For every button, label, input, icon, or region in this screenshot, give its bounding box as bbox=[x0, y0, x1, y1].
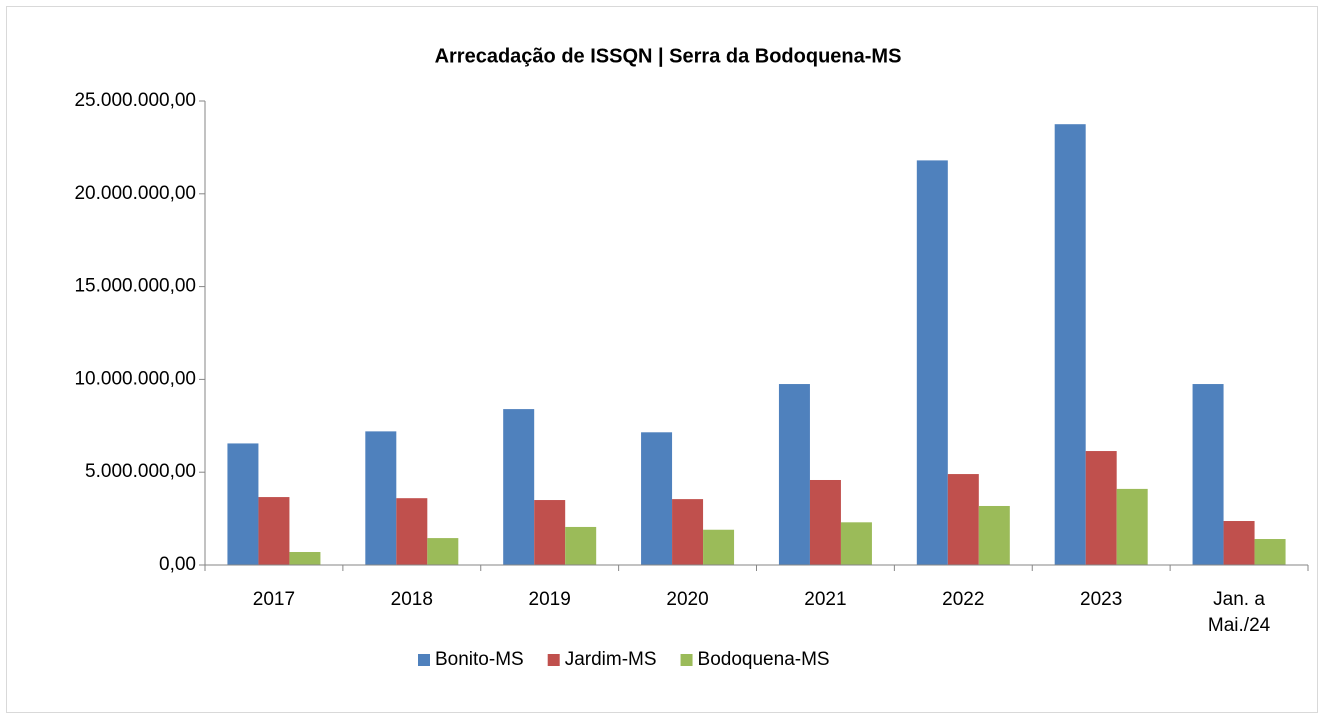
legend-label: Jardim-MS bbox=[565, 649, 657, 670]
chart-title: Arrecadação de ISSQN | Serra da Bodoquen… bbox=[435, 45, 902, 67]
x-tick-label: 2023 bbox=[1080, 589, 1123, 610]
y-tick-label: 25.000.000,00 bbox=[74, 90, 196, 111]
bar bbox=[947, 474, 979, 565]
bar bbox=[227, 443, 259, 565]
x-tick-label: 2017 bbox=[252, 589, 296, 610]
y-tick-label: 10.000.000,00 bbox=[74, 368, 196, 389]
bar bbox=[916, 160, 948, 565]
legend-swatch bbox=[547, 654, 560, 666]
bar bbox=[365, 431, 397, 565]
y-tick-label: 0,00 bbox=[159, 554, 196, 575]
legend-swatch bbox=[418, 654, 430, 666]
legend-label: Bonito-MS bbox=[435, 649, 524, 670]
bar bbox=[1223, 521, 1255, 565]
bar bbox=[289, 552, 321, 565]
x-tick-label: Jan. a Mai./24 bbox=[1207, 589, 1271, 636]
bar bbox=[978, 505, 1010, 565]
bar bbox=[565, 526, 597, 565]
bar bbox=[1054, 124, 1086, 565]
chart-border bbox=[6, 6, 1318, 713]
bar bbox=[778, 384, 810, 565]
bar bbox=[503, 409, 535, 565]
bar bbox=[258, 497, 290, 565]
x-tick-label: 2019 bbox=[528, 589, 571, 610]
bar bbox=[396, 498, 428, 565]
y-tick-label: 15.000.000,00 bbox=[74, 276, 196, 297]
x-tick-label: 2021 bbox=[804, 589, 847, 610]
bar bbox=[1116, 488, 1148, 565]
bar bbox=[1085, 451, 1117, 565]
bar bbox=[809, 479, 841, 565]
bar bbox=[703, 529, 735, 565]
legend-swatch bbox=[680, 654, 693, 666]
bar bbox=[840, 522, 872, 565]
bar bbox=[672, 499, 704, 565]
bar bbox=[427, 538, 459, 565]
y-tick-label: 5.000.000,00 bbox=[85, 461, 196, 482]
bar bbox=[534, 500, 566, 565]
x-tick-label: 2022 bbox=[942, 589, 985, 610]
legend-label: Bodoquena-MS bbox=[698, 649, 830, 670]
bar bbox=[1192, 384, 1224, 565]
bar bbox=[641, 432, 673, 565]
bar bbox=[1254, 539, 1286, 565]
x-tick-label: 2020 bbox=[666, 589, 709, 610]
x-tick-label: 2018 bbox=[390, 589, 433, 610]
y-tick-label: 20.000.000,00 bbox=[74, 183, 196, 204]
